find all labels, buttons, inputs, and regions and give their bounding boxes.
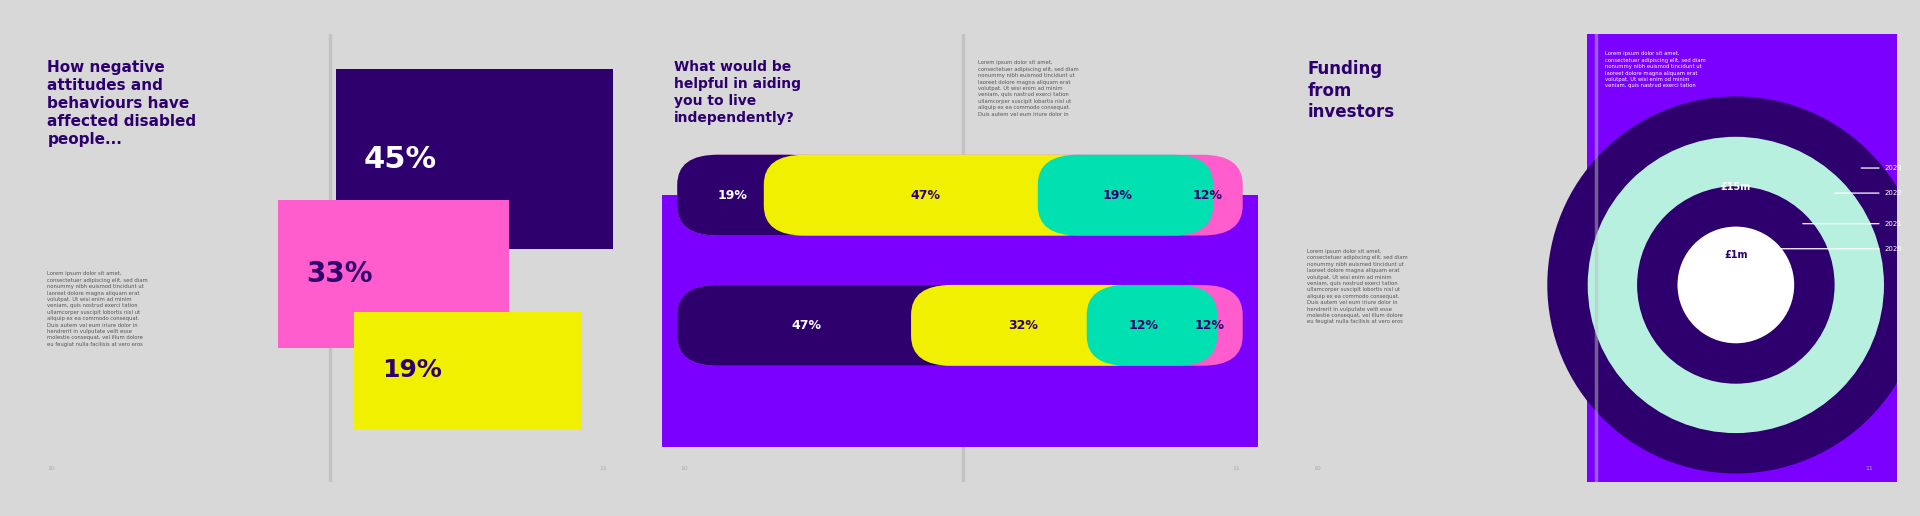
Text: £10m: £10m xyxy=(1720,203,1751,213)
Text: 12%: 12% xyxy=(1129,319,1160,332)
FancyBboxPatch shape xyxy=(1586,34,1897,482)
Text: What would be
helpful in aiding
you to live
independently?: What would be helpful in aiding you to l… xyxy=(674,60,801,125)
Text: 2020: 2020 xyxy=(1885,246,1903,252)
Text: 2021: 2021 xyxy=(1885,221,1903,227)
Text: 12%: 12% xyxy=(1192,189,1223,202)
Text: Lorem ipsum dolor sit amet,
consectetuer adipiscing elit, sed diam
nonummy nibh : Lorem ipsum dolor sit amet, consectetuer… xyxy=(1308,249,1407,325)
FancyBboxPatch shape xyxy=(678,155,828,235)
Ellipse shape xyxy=(1678,227,1793,343)
FancyBboxPatch shape xyxy=(278,200,509,348)
FancyBboxPatch shape xyxy=(662,195,1258,446)
Text: 12%: 12% xyxy=(1194,319,1225,332)
Text: 10: 10 xyxy=(680,466,687,471)
FancyBboxPatch shape xyxy=(678,155,1242,235)
Text: 11: 11 xyxy=(1864,466,1872,471)
Text: 19%: 19% xyxy=(382,358,442,382)
FancyBboxPatch shape xyxy=(678,285,975,366)
Text: 11: 11 xyxy=(1233,466,1240,471)
Text: 19%: 19% xyxy=(1102,189,1133,202)
Text: How negative
attitudes and
behaviours have
affected disabled
people...: How negative attitudes and behaviours ha… xyxy=(48,60,196,148)
Text: £3m: £3m xyxy=(1724,229,1747,238)
FancyBboxPatch shape xyxy=(355,312,582,429)
Ellipse shape xyxy=(1548,96,1920,474)
FancyBboxPatch shape xyxy=(1087,285,1217,366)
Text: 47%: 47% xyxy=(910,189,941,202)
FancyBboxPatch shape xyxy=(764,155,1102,235)
FancyBboxPatch shape xyxy=(678,285,1242,366)
Text: 45%: 45% xyxy=(363,144,436,174)
Text: 10: 10 xyxy=(1313,466,1321,471)
FancyBboxPatch shape xyxy=(912,285,1152,366)
Text: 33%: 33% xyxy=(305,260,372,288)
FancyBboxPatch shape xyxy=(1039,155,1213,235)
Text: Lorem ipsum dolor sit amet,
consectetuer adipiscing elit, sed diam
nonummy nibh : Lorem ipsum dolor sit amet, consectetuer… xyxy=(1605,52,1705,89)
Ellipse shape xyxy=(1588,137,1884,433)
Text: 2022: 2022 xyxy=(1885,190,1903,196)
Text: Lorem ipsum dolor sit amet,
consectetuer adipiscing elit, sed diam
nonummy nibh : Lorem ipsum dolor sit amet, consectetuer… xyxy=(48,271,148,347)
Text: 10: 10 xyxy=(48,466,56,471)
Text: £1m: £1m xyxy=(1724,250,1747,260)
Text: 19%: 19% xyxy=(718,189,747,202)
FancyBboxPatch shape xyxy=(336,70,612,249)
Ellipse shape xyxy=(1638,186,1836,384)
Text: 32%: 32% xyxy=(1008,319,1039,332)
Text: 47%: 47% xyxy=(791,319,822,332)
Text: 11: 11 xyxy=(599,466,607,471)
Text: 2023: 2023 xyxy=(1885,165,1903,171)
Text: £15m: £15m xyxy=(1720,182,1751,192)
Text: Funding
from
investors: Funding from investors xyxy=(1308,60,1394,121)
Text: Lorem ipsum dolor sit amet,
consectetuer adipiscing elit, sed diam
nonummy nibh : Lorem ipsum dolor sit amet, consectetuer… xyxy=(977,60,1079,117)
